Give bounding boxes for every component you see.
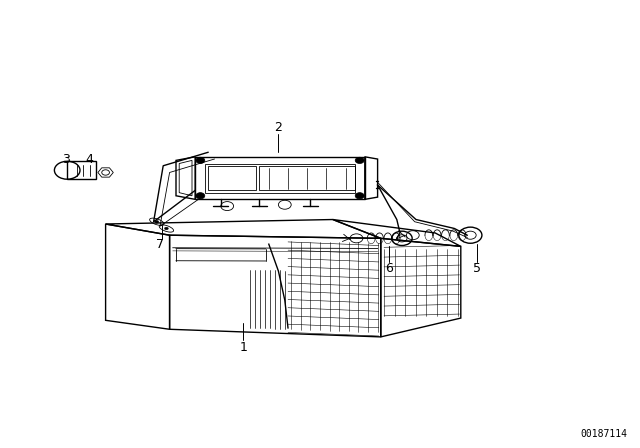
Text: 00187114: 00187114 [580, 429, 627, 439]
Text: 1: 1 [239, 340, 247, 354]
Text: 2: 2 [275, 121, 282, 134]
Circle shape [196, 157, 205, 164]
Text: 4: 4 [86, 152, 93, 166]
Circle shape [355, 193, 364, 199]
Circle shape [196, 193, 205, 199]
Text: 3: 3 [62, 152, 70, 166]
Circle shape [355, 157, 364, 164]
Circle shape [155, 220, 159, 223]
Text: 6: 6 [385, 262, 393, 276]
Circle shape [164, 227, 168, 230]
Text: 5: 5 [473, 262, 481, 276]
Text: 7: 7 [156, 237, 164, 251]
